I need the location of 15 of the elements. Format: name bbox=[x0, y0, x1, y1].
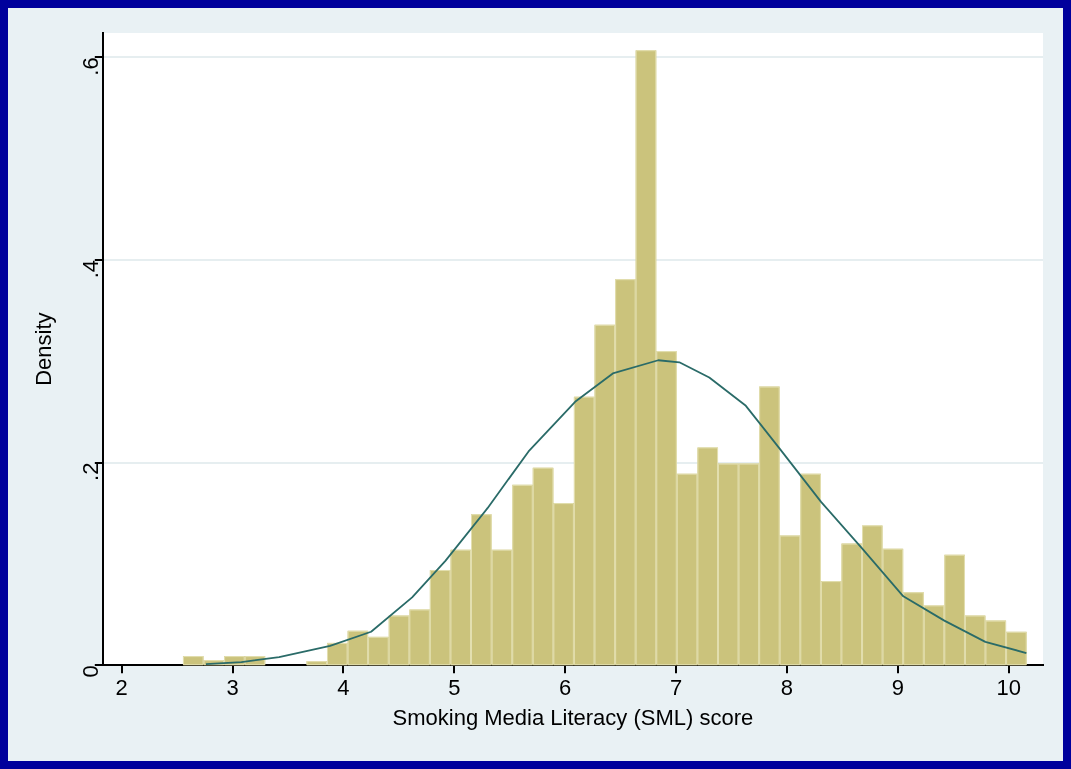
y-axis-title: Density bbox=[31, 312, 57, 386]
x-tick-label: 8 bbox=[780, 675, 794, 701]
x-tick-label: 2 bbox=[115, 675, 128, 701]
x-tick-label: 4 bbox=[337, 675, 350, 701]
x-tick-label: 9 bbox=[891, 675, 904, 701]
y-tick-label: .6 bbox=[77, 57, 103, 76]
x-tick-label: 5 bbox=[448, 675, 461, 701]
x-axis-title: Smoking Media Literacy (SML) score bbox=[392, 704, 754, 730]
x-tick-label: 10 bbox=[996, 675, 1021, 701]
y-tick-label: .2 bbox=[77, 462, 103, 481]
y-tick-label: 0 bbox=[77, 665, 103, 678]
x-tick-label: 3 bbox=[226, 675, 239, 701]
x-tick-label: 7 bbox=[669, 675, 683, 701]
x-tick-label: 6 bbox=[559, 675, 572, 701]
y-tick-label: .4 bbox=[77, 259, 103, 279]
